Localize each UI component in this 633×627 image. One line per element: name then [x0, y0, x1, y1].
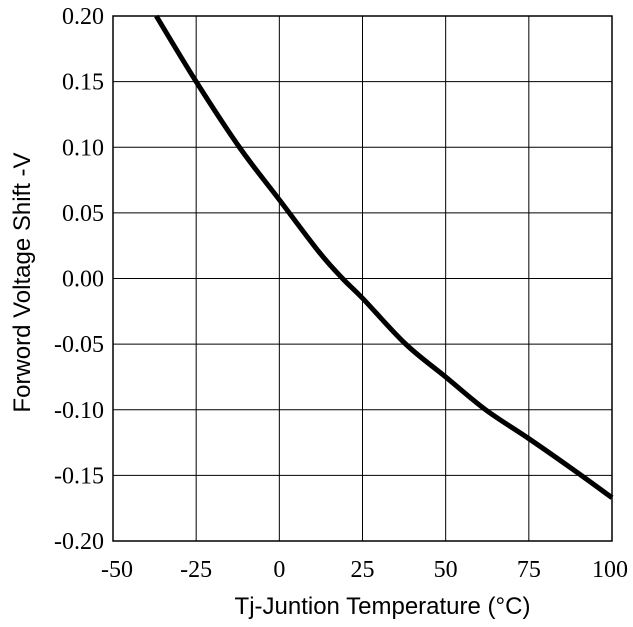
x-tick-label: 100 — [592, 557, 628, 583]
grid — [112, 15, 613, 542]
y-tick-label: 0.15 — [62, 70, 104, 96]
series — [154, 14, 614, 500]
x-tick-label: -25 — [180, 557, 212, 583]
y-tick-label: -0.15 — [54, 463, 104, 489]
plot-frame — [112, 15, 613, 542]
x-tick-label: 50 — [434, 557, 458, 583]
y-tick-label: 0.00 — [62, 267, 104, 293]
y-tick-label: 0.20 — [62, 4, 104, 30]
y-tick-label: -0.20 — [54, 529, 104, 555]
x-tick-label: 25 — [351, 557, 375, 583]
series-line-0 — [154, 14, 614, 500]
y-tick-label: 0.10 — [62, 135, 104, 161]
x-tick-label: 0 — [273, 557, 285, 583]
x-tick-labels: -50 -25 0 25 50 75 100 — [101, 557, 628, 583]
y-tick-label: -0.10 — [54, 398, 104, 424]
x-tick-label: 75 — [517, 557, 541, 583]
x-axis-label: Tj-Juntion Temperature (°C) — [235, 593, 531, 620]
y-tick-label: -0.05 — [54, 332, 104, 358]
y-tick-label: 0.05 — [62, 201, 104, 227]
y-axis-label: Forword Voltage Shift -V — [9, 152, 36, 412]
x-tick-label: -50 — [101, 557, 133, 583]
y-tick-labels: 0.20 0.15 0.10 0.05 0.00 -0.05 -0.10 -0.15 -0.20 — [54, 4, 104, 555]
